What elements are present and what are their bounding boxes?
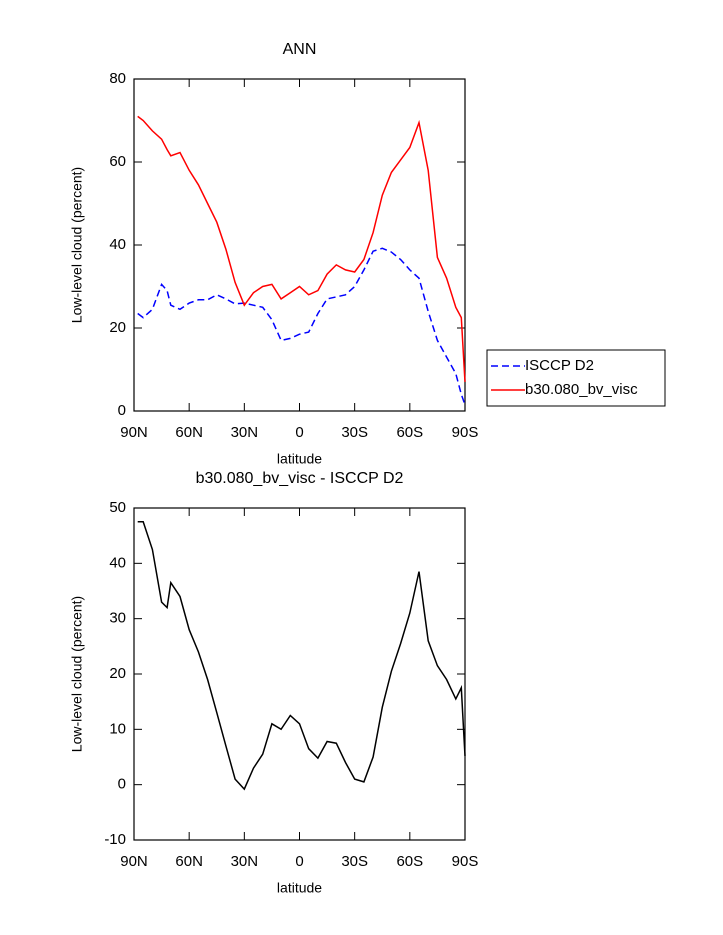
y-tick-label: 60 [109, 153, 126, 170]
x-tick-label: 30S [341, 424, 368, 441]
y-tick-label: 10 [109, 720, 126, 737]
x-tick-label: 90N [120, 424, 148, 441]
y-tick-label: 0 [118, 776, 126, 793]
x-tick-label: 30N [231, 853, 259, 870]
x-tick-label: 60S [396, 853, 423, 870]
legend-label: ISCCP D2 [525, 357, 594, 374]
x-tick-label: 90S [452, 424, 479, 441]
y-tick-label: 20 [109, 319, 126, 336]
y-tick-label: 80 [109, 70, 126, 87]
y-tick-label: 40 [109, 236, 126, 253]
data-line [137, 115, 466, 382]
chart-title: b30.080_bv_visc - ISCCP D2 [196, 470, 404, 487]
x-tick-label: 60N [175, 853, 203, 870]
x-tick-label: 90N [120, 853, 148, 870]
plot-frame [133, 507, 466, 841]
x-tick-label: 60S [396, 424, 423, 441]
y-axis-label: Low-level cloud (percent) [69, 596, 85, 752]
x-tick-label: 30S [341, 853, 368, 870]
data-line [137, 247, 466, 406]
y-tick-label: 30 [109, 610, 126, 627]
chart-title: ANN [283, 41, 317, 58]
y-tick-label: 20 [109, 665, 126, 682]
y-tick-label: -10 [104, 831, 126, 848]
legend-label: b30.080_bv_visc [525, 381, 638, 398]
y-tick-label: 0 [118, 402, 126, 419]
plot-frame [133, 78, 466, 412]
x-tick-label: 0 [295, 853, 303, 870]
x-axis-label: latitude [277, 451, 322, 467]
x-axis-label: latitude [277, 880, 322, 896]
legend-box [486, 349, 666, 407]
x-tick-label: 90S [452, 853, 479, 870]
x-tick-label: 30N [231, 424, 259, 441]
y-axis-label: Low-level cloud (percent) [69, 167, 85, 323]
y-tick-label: 50 [109, 499, 126, 516]
data-line [137, 521, 466, 791]
x-tick-label: 0 [295, 424, 303, 441]
y-tick-label: 40 [109, 554, 126, 571]
x-tick-label: 60N [175, 424, 203, 441]
